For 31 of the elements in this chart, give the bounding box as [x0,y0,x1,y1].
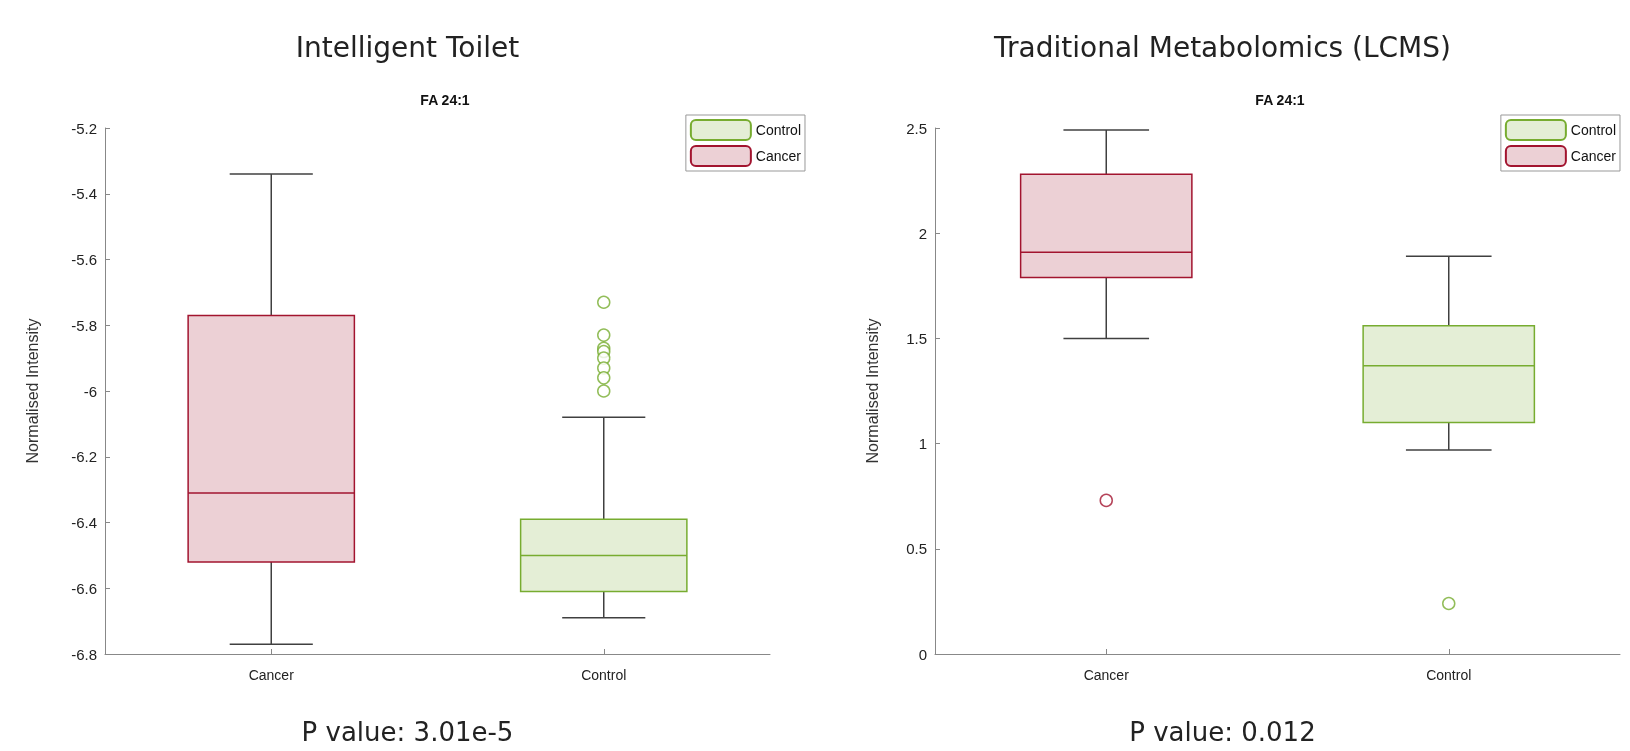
text: P value: 0.012 [1129,717,1316,747]
legend-label: Control [1570,122,1617,138]
text: P value: 3.01e-5 [301,717,514,747]
x-tick-label: Control [1426,667,1472,683]
y-tick-label: -6.8 [71,645,97,663]
y-tick-label: -6.4 [71,514,97,531]
y-tick-label: 1 [918,435,927,453]
y-tick-label: 0.5 [906,540,927,558]
x-tick-label: Cancer [248,667,295,683]
legend-label: Cancer [1570,148,1617,164]
y-tick-label: -6.2 [71,448,97,466]
chart-subtitle: FA 24:1 [1255,92,1305,108]
y-tick-label: -5.8 [71,316,97,334]
chart-title: Traditional Metabolomics (LCMS) [993,30,1451,64]
legend-label: Control [755,122,802,138]
legend-label: Cancer [755,148,802,164]
y-tick-label: -6 [83,382,97,400]
y-tick-label: -5.4 [71,185,97,203]
y-tick-label: 2 [918,224,927,242]
y-tick-label: 0 [918,645,927,663]
y-tick-label: -5.2 [71,119,97,137]
y-tick-label: 2.5 [906,119,927,137]
y-tick-label: -5.6 [71,251,97,268]
x-tick-label: Cancer [1083,667,1130,683]
y-axis-title: Normalised Intensity [863,318,881,464]
y-tick-label: -6.6 [71,579,97,597]
y-axis-title: Normalised Intensity [23,318,41,464]
y-tick-label: 1.5 [906,329,927,347]
x-tick-label: Control [581,667,627,683]
chart-title: Intelligent Toilet [295,30,520,64]
chart-subtitle: FA 24:1 [420,92,470,108]
